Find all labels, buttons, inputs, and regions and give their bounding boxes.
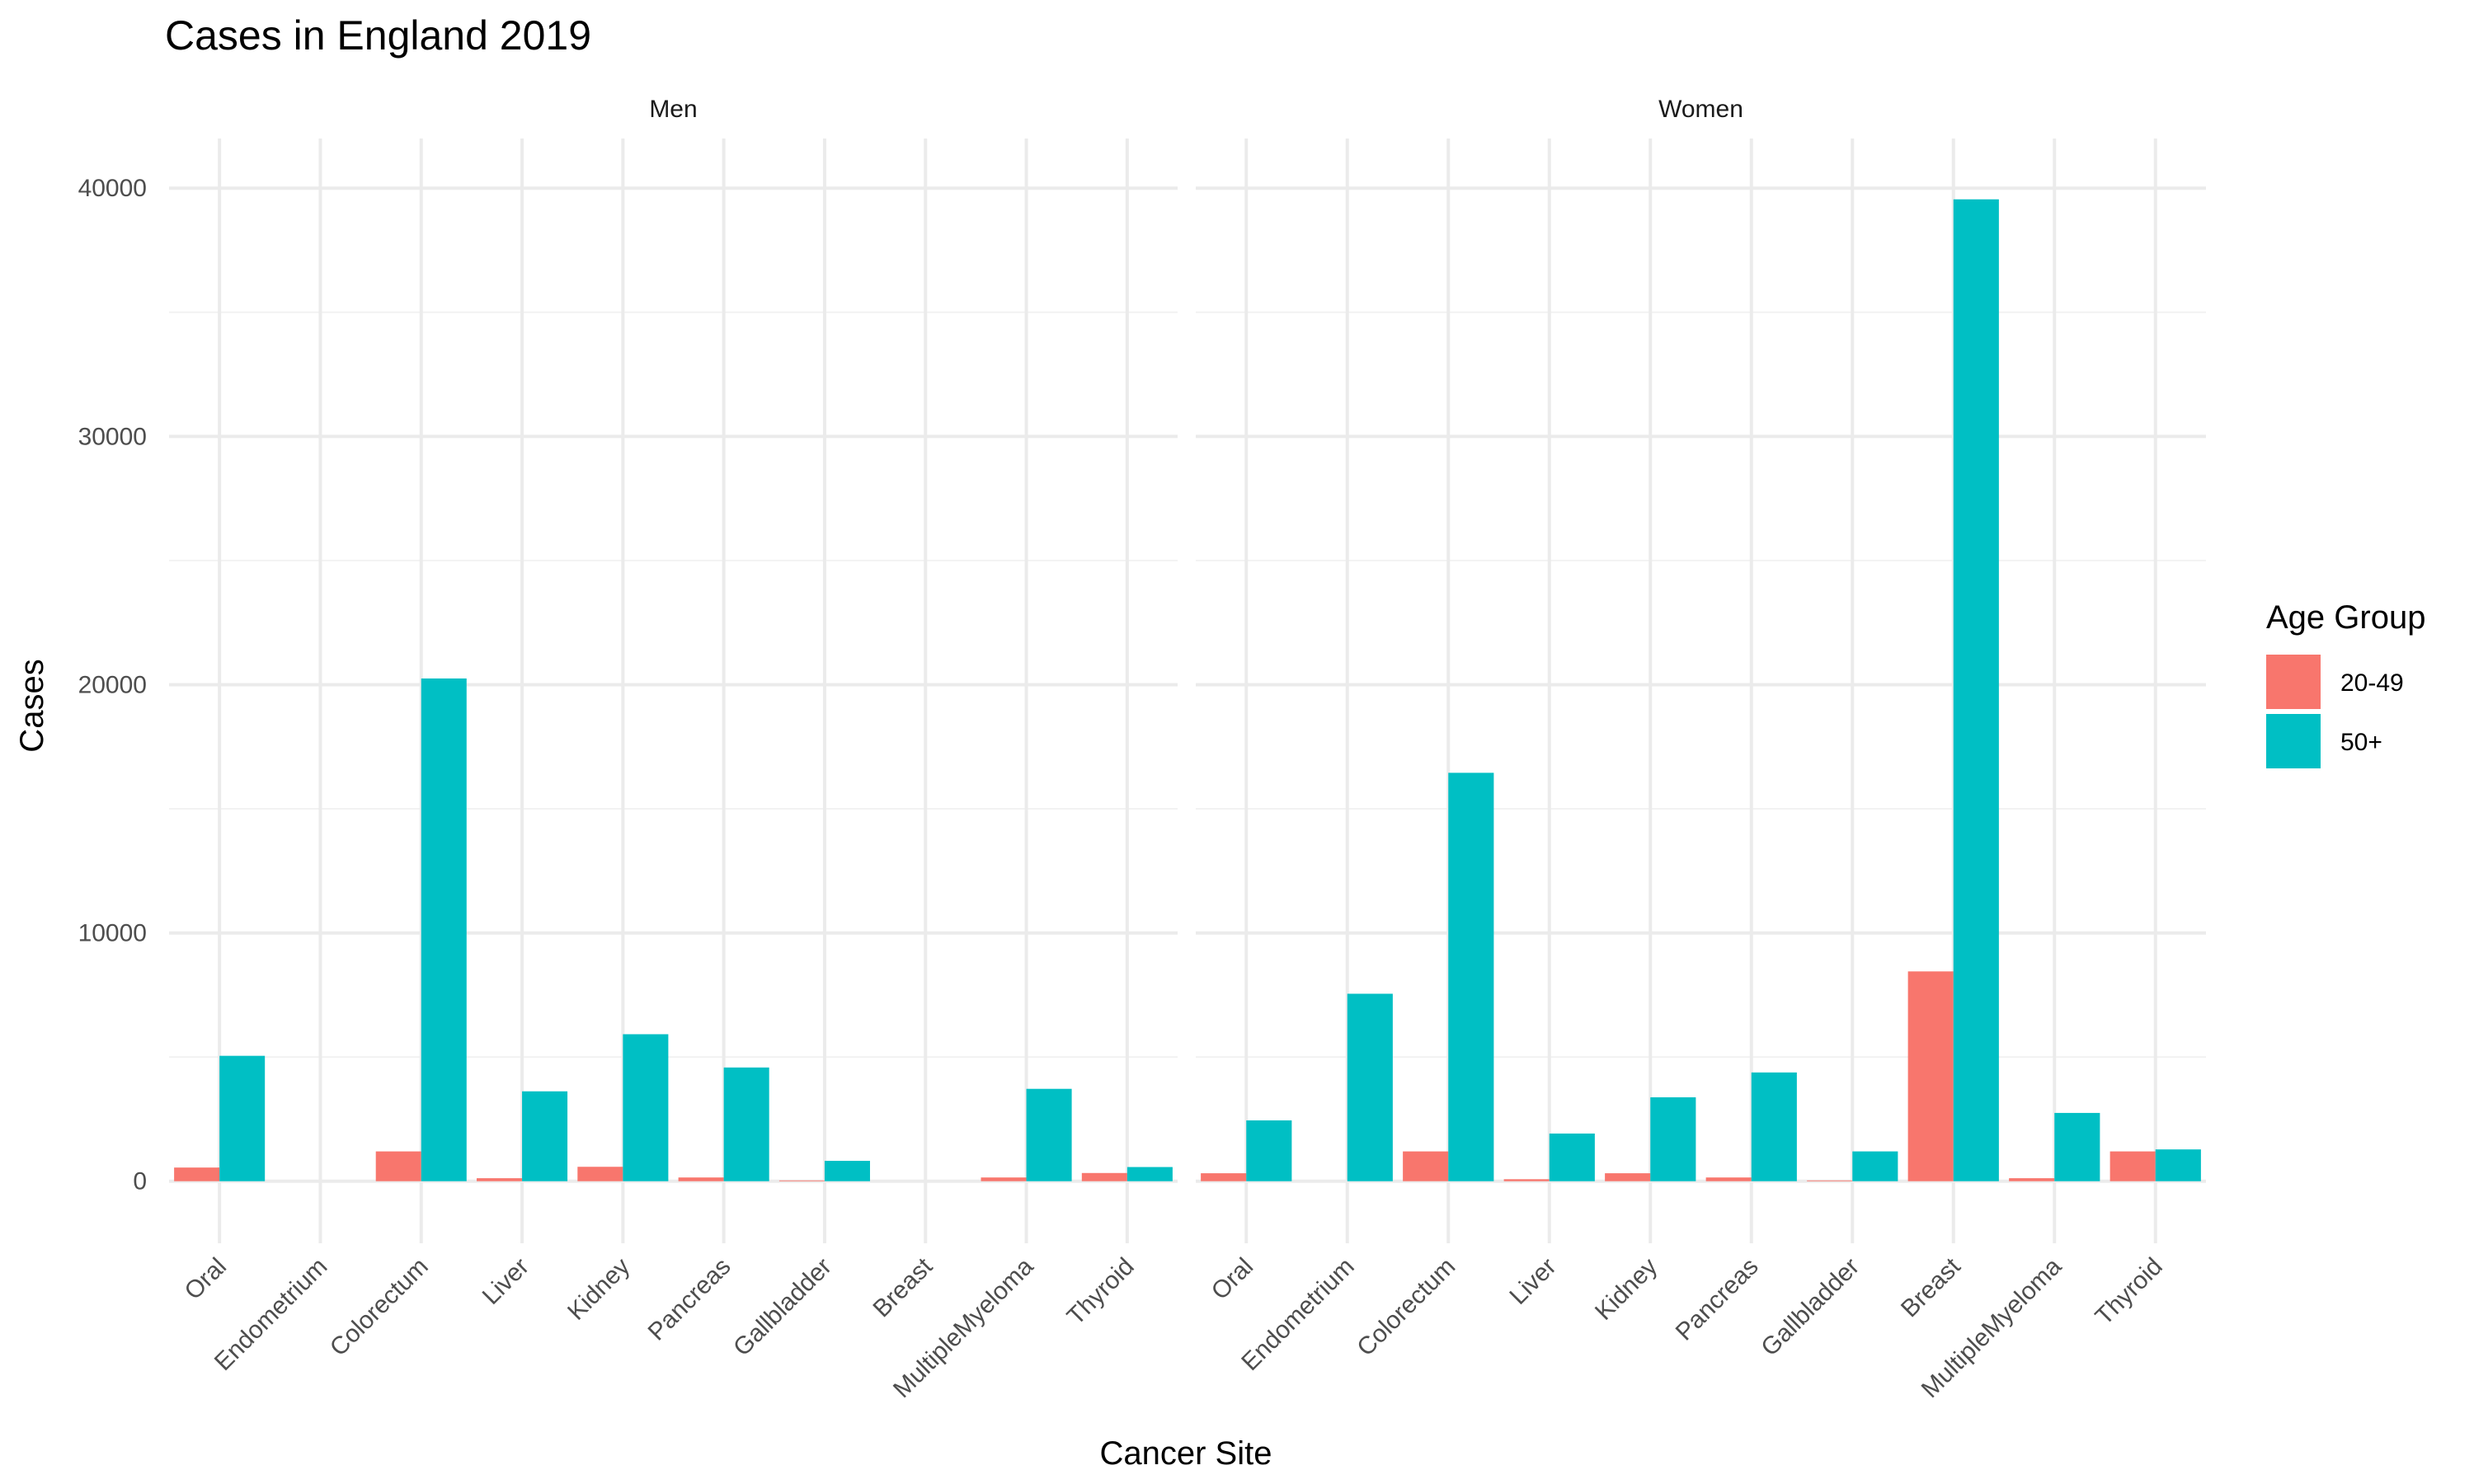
facet-strip-label: Men	[649, 96, 697, 123]
legend-swatch	[2266, 655, 2321, 709]
bar-50+	[1026, 1088, 1072, 1181]
bar-50+	[219, 1055, 266, 1181]
facet-strip-label: Women	[1658, 96, 1743, 123]
y-tick-label: 40000	[78, 175, 147, 202]
bar-20-49	[678, 1177, 724, 1181]
legend-swatch	[2266, 714, 2321, 768]
bar-50+	[1549, 1133, 1595, 1181]
bar-50+	[1126, 1167, 1173, 1181]
bar-20-49	[981, 1177, 1027, 1181]
bar-50+	[1751, 1072, 1797, 1181]
bar-20-49	[1503, 1179, 1550, 1181]
chart-title: Cases in England 2019	[165, 12, 591, 59]
x-tick-label: Liver	[477, 1253, 534, 1310]
bar-20-49	[2009, 1178, 2055, 1181]
x-tick-label: Thyroid	[2091, 1253, 2168, 1331]
x-tick-label: Kidney	[1590, 1253, 1663, 1326]
x-tick-label: Gallbladder	[1756, 1253, 1865, 1362]
bar-20-49	[1201, 1173, 1247, 1181]
bar-20-49	[477, 1178, 523, 1181]
bar-20-49	[1907, 971, 1954, 1181]
y-tick-label: 30000	[78, 423, 147, 450]
bar-50+	[824, 1161, 870, 1181]
bar-50+	[2155, 1149, 2201, 1181]
bar-50+	[522, 1091, 568, 1181]
bar-50+	[1852, 1151, 1898, 1181]
x-tick-label: Colorectum	[325, 1253, 434, 1362]
x-tick-label: Gallbladder	[728, 1253, 837, 1362]
legend-label: 50+	[2340, 729, 2382, 756]
x-axis-title: Cancer Site	[1100, 1435, 1272, 1472]
bar-20-49	[2109, 1151, 2156, 1181]
x-tick-label: Liver	[1504, 1253, 1561, 1310]
bar-50+	[1448, 773, 1494, 1181]
x-tick-label: Kidney	[562, 1253, 635, 1326]
bar-20-49	[1081, 1172, 1127, 1181]
y-axis-title: Cases	[14, 659, 50, 752]
legend-items: 20-49 50+	[2266, 655, 2404, 768]
x-tick-label: Pancreas	[1671, 1253, 1764, 1346]
y-tick-label: 20000	[78, 671, 147, 698]
bar-50+	[421, 678, 467, 1181]
legend-title: Age Group	[2266, 599, 2425, 636]
x-tick-label: Colorectum	[1352, 1253, 1460, 1362]
bar-50+	[1953, 199, 1999, 1181]
bar-50+	[723, 1067, 769, 1181]
bar-20-49	[1403, 1151, 1449, 1181]
x-tick-label: Thyroid	[1062, 1253, 1140, 1331]
bar-20-49	[577, 1167, 623, 1181]
bar-20-49	[174, 1167, 220, 1181]
y-tick-label: 0	[133, 1168, 147, 1195]
bar-50+	[1246, 1120, 1292, 1181]
x-tick-label: Breast	[868, 1252, 938, 1322]
bar-20-49	[375, 1151, 421, 1181]
y-tick-label: 10000	[78, 920, 147, 947]
legend: Age Group 20-49 50+	[2266, 599, 2425, 768]
facet-panels: 010000200003000040000MenOralEndometriumC…	[78, 96, 2206, 1403]
bar-50+	[1347, 993, 1393, 1181]
x-tick-label: Oral	[180, 1253, 232, 1305]
bar-20-49	[1705, 1177, 1752, 1181]
legend-label: 20-49	[2340, 669, 2404, 697]
x-tick-label: Pancreas	[643, 1253, 736, 1346]
bar-50+	[623, 1034, 669, 1181]
bar-50+	[1650, 1097, 1696, 1181]
x-tick-label: Oral	[1206, 1253, 1258, 1305]
bar-50+	[2054, 1112, 2100, 1181]
bar-20-49	[1605, 1173, 1651, 1181]
x-tick-label: Breast	[1896, 1252, 1966, 1322]
